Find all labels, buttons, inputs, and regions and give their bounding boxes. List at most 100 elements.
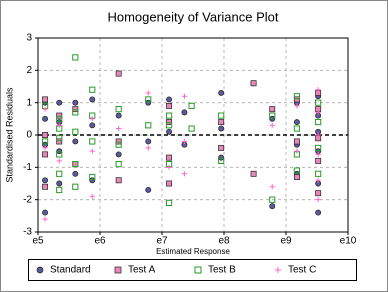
point (315, 170, 322, 177)
point (42, 145, 48, 151)
point (165, 199, 173, 207)
point (166, 164, 172, 170)
point (89, 116, 95, 122)
point (294, 103, 300, 109)
point (89, 177, 96, 184)
point (315, 177, 321, 183)
point (315, 132, 321, 138)
chart-title: Homogeneity of Variance Plot (107, 9, 278, 24)
point (166, 154, 173, 161)
point (145, 138, 152, 145)
point (315, 209, 322, 216)
point (293, 167, 301, 174)
point (315, 109, 321, 115)
point (166, 180, 173, 187)
legend-label: Test B (208, 265, 236, 276)
point (315, 144, 322, 152)
point (166, 128, 173, 135)
point (294, 148, 300, 154)
point (145, 187, 152, 193)
point (115, 151, 122, 158)
point (250, 170, 257, 177)
point (56, 99, 63, 106)
x-tick-label: e8 (218, 236, 230, 247)
point (56, 135, 63, 142)
point (181, 138, 188, 145)
point (269, 106, 276, 113)
point (42, 151, 49, 158)
point (166, 96, 173, 103)
x-tick-label: e9 (280, 236, 292, 247)
y-tick-label: -2 (23, 194, 32, 205)
legend-marker (114, 266, 122, 274)
point (42, 209, 49, 216)
point (269, 115, 276, 122)
point (218, 157, 225, 164)
point (72, 161, 79, 168)
legend-marker (36, 266, 44, 274)
point (218, 90, 225, 96)
point (218, 125, 225, 132)
point (293, 93, 301, 100)
point (181, 109, 188, 116)
point (56, 151, 63, 158)
point (56, 186, 63, 194)
point (315, 157, 322, 164)
point (269, 196, 276, 203)
point (181, 93, 188, 99)
point (72, 109, 79, 116)
point (56, 115, 63, 122)
point (56, 138, 63, 145)
point (269, 203, 276, 210)
x-tick-label: e7 (156, 236, 168, 247)
point (72, 128, 79, 135)
point (269, 122, 275, 128)
point (269, 184, 275, 190)
point (72, 54, 79, 61)
point (115, 138, 122, 145)
y-tick-label: 1 (26, 97, 32, 108)
point (41, 138, 49, 145)
point (56, 180, 63, 187)
point (218, 154, 225, 161)
point (72, 170, 79, 177)
point (42, 177, 49, 184)
y-tick-label: 0 (26, 130, 32, 141)
point (116, 125, 122, 132)
x-tick-label: e10 (340, 236, 357, 247)
y-axis-label: Standardised Residuals (4, 87, 14, 183)
point (166, 119, 173, 126)
point (293, 174, 300, 180)
x-tick-label: e6 (94, 236, 106, 247)
point (72, 106, 79, 113)
point (89, 122, 96, 129)
point (56, 112, 63, 119)
point (181, 171, 188, 177)
point (315, 197, 321, 203)
y-tick-label: 3 (26, 33, 32, 44)
point (56, 170, 63, 177)
point (115, 177, 122, 184)
point (89, 138, 96, 145)
point (165, 122, 173, 129)
point (72, 161, 79, 168)
point (89, 96, 96, 103)
point (42, 115, 49, 122)
point (145, 96, 152, 103)
point (218, 112, 225, 119)
point (89, 148, 95, 154)
point (165, 112, 173, 119)
point (188, 125, 195, 132)
point (315, 190, 322, 197)
point (188, 102, 195, 110)
legend-label: Standard (50, 265, 91, 276)
point (115, 161, 122, 168)
point (293, 119, 300, 126)
point (89, 86, 96, 93)
point (115, 70, 122, 77)
point (115, 106, 122, 113)
point (56, 158, 62, 164)
point (72, 99, 79, 106)
point (218, 119, 225, 126)
